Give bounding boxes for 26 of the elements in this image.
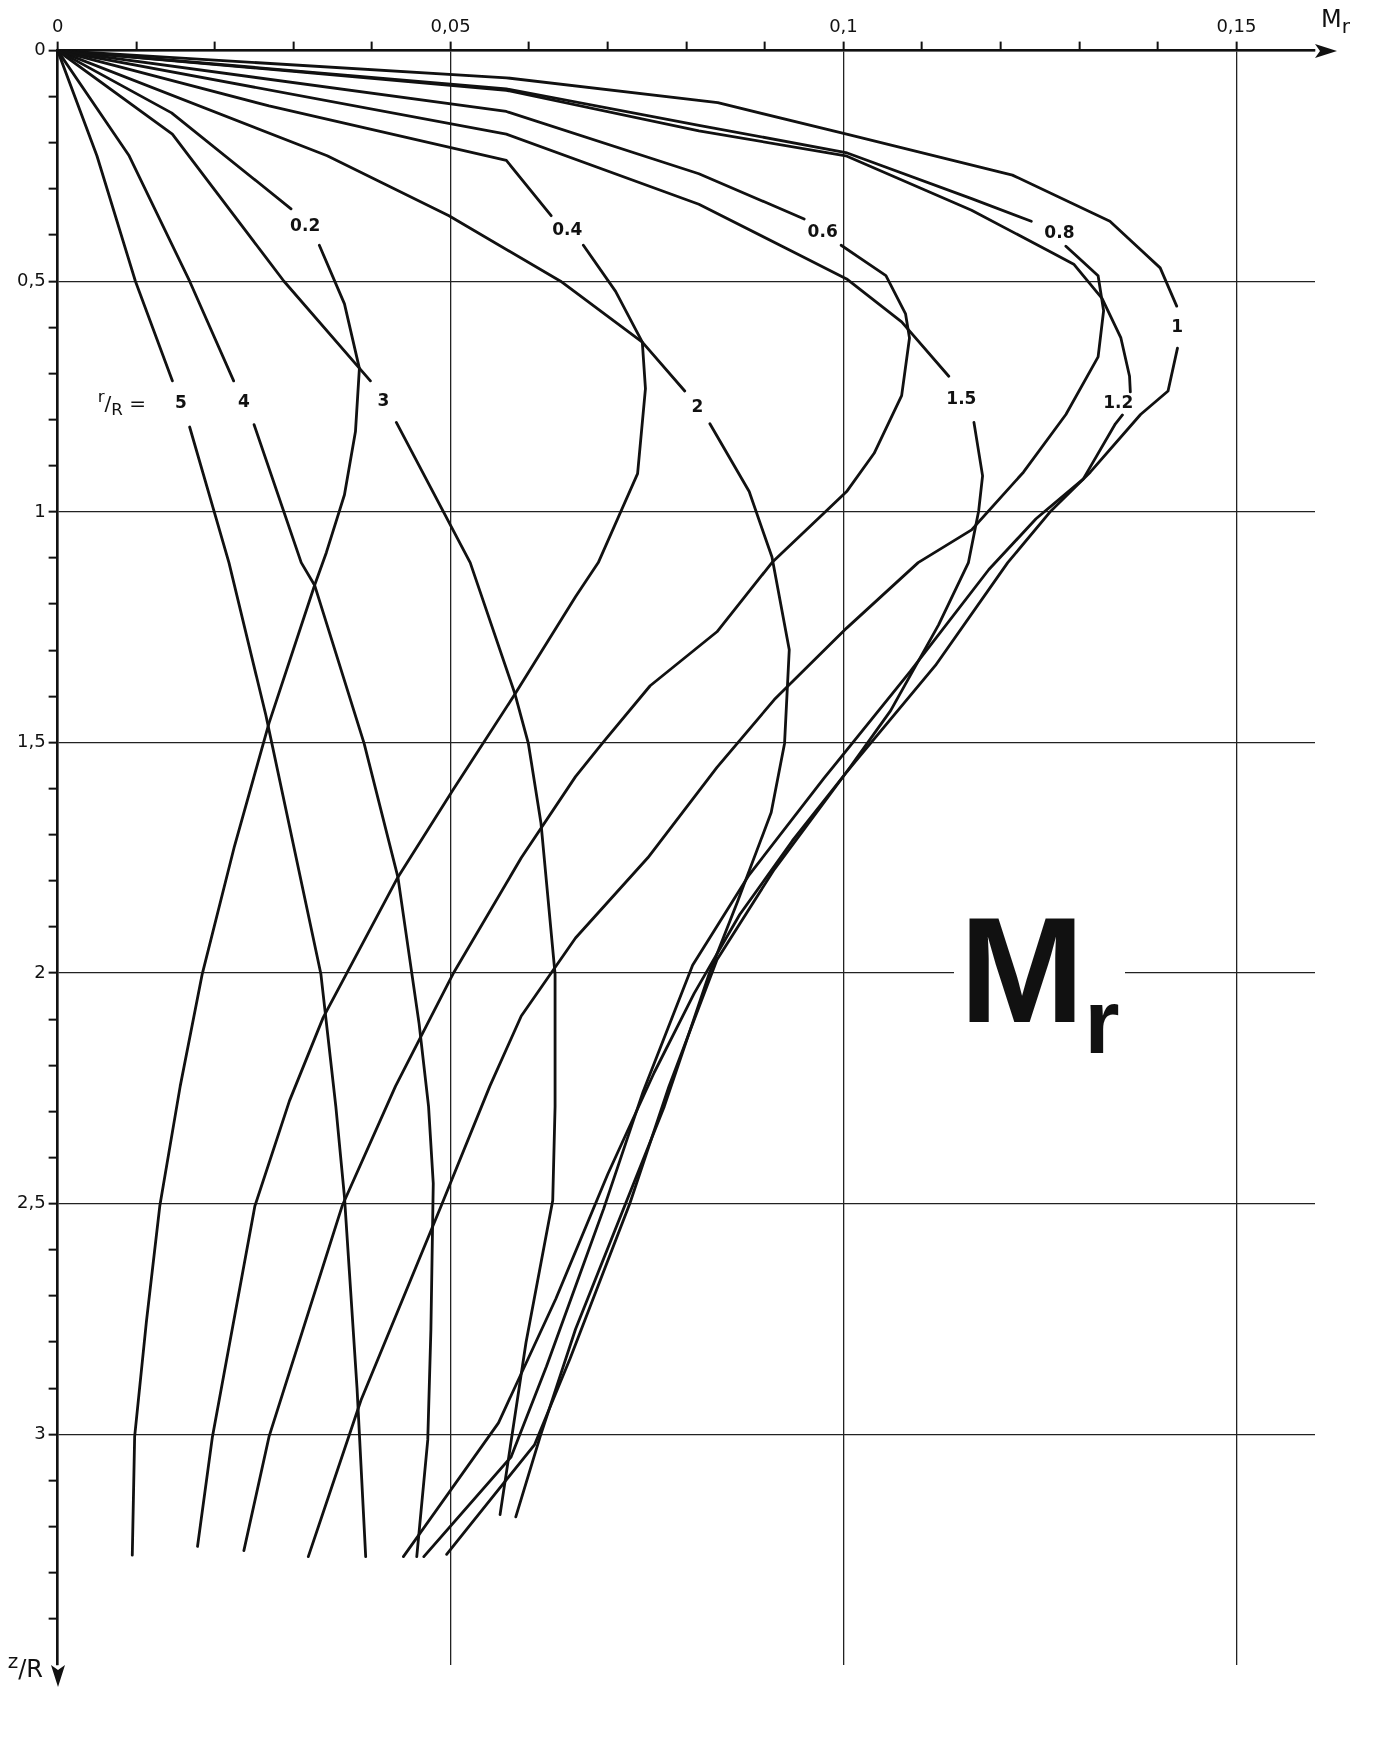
x-tick-label: 0,05	[430, 15, 471, 37]
series-label: 0.2	[290, 215, 321, 236]
series-label: 0.6	[807, 220, 838, 241]
series-label: 3	[377, 390, 390, 411]
y-tick-label: 1	[34, 499, 46, 521]
text: M$_{r}$	[958, 885, 1121, 1072]
y-tick-label: 0,5	[16, 268, 46, 290]
x-axis-title: M$_{r}$	[1321, 4, 1350, 38]
series-label: 0.8	[1044, 222, 1075, 243]
y-tick-label: 0	[34, 38, 46, 60]
series-label: 4	[237, 391, 250, 412]
annotation: $^{r}$/$_{R}$ =	[97, 387, 146, 419]
y-tick-label: 3	[34, 1422, 46, 1444]
x-tick-label: 0,15	[1216, 15, 1257, 37]
y-tick-label: 2	[34, 960, 46, 982]
y-tick-label: 2,5	[16, 1191, 46, 1213]
series-label: 0.4	[552, 218, 583, 239]
y-axis-title: $^{z}$/R	[7, 1649, 43, 1683]
x-tick-label: 0,1	[829, 15, 858, 37]
series-label: 1	[1171, 315, 1183, 336]
series-label: 1.5	[946, 387, 977, 408]
series-label: 2	[691, 395, 704, 416]
x-tick-label: 0	[51, 15, 64, 37]
series-label: 1.2	[1103, 391, 1134, 412]
y-tick-label: 1,5	[16, 730, 46, 752]
series-label: 5	[175, 392, 187, 413]
